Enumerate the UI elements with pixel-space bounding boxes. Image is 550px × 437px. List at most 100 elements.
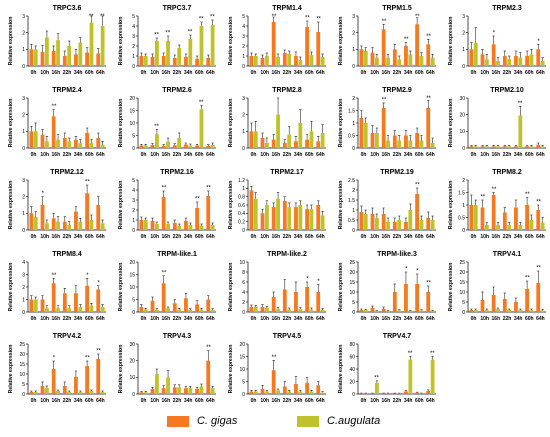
panel-trpm2-8: TRPM2.8 0 1 2 3 Relative expression 0h 10h 16h 22… [228, 87, 326, 158]
x-tick-label: 64h [206, 70, 215, 76]
x-tick-label: 10h [480, 152, 489, 158]
y-tick-label: 2 [132, 208, 135, 214]
bar-caugulata [496, 146, 500, 148]
x-tick-label: 34h [294, 152, 303, 158]
x-tick-label: 64h [96, 70, 105, 76]
x-tick-label: 22h [393, 70, 402, 76]
y-tick-label: 20 [19, 352, 25, 358]
panel-trpv4-7: TRPV4.7 0 20 40 60 80 Relative expression 0h 10h… [338, 333, 436, 404]
bar-caugulata [320, 310, 325, 312]
bar-cgigas [40, 299, 45, 312]
bar-caugulata [375, 133, 379, 148]
x-tick-label: 22h [393, 234, 402, 240]
bar-cgigas [392, 393, 397, 394]
significance-marker: ** [430, 351, 435, 357]
y-tick-label: 3 [242, 34, 245, 40]
bar-cgigas [282, 289, 287, 312]
bar-cgigas [139, 392, 144, 394]
y-axis-label: Relative expression [228, 263, 234, 312]
x-tick-label: 16h [52, 398, 61, 404]
bar-cgigas [316, 32, 321, 66]
bar-caugulata [386, 311, 390, 312]
bar-cgigas [316, 385, 321, 394]
y-tick-label: 1 [22, 129, 25, 135]
y-tick-label: 0.4 [238, 211, 245, 217]
bar-caugulata [363, 393, 368, 394]
bar-caugulata [397, 310, 402, 312]
bar-caugulata [143, 392, 148, 394]
bar-cgigas [480, 207, 485, 230]
bar-cgigas [282, 143, 287, 148]
x-tick-label: 22h [173, 70, 182, 76]
x-tick-label: 22h [393, 152, 402, 158]
bar-cgigas [415, 284, 419, 312]
bar-caugulata [408, 210, 413, 230]
bar-caugulata [188, 310, 193, 312]
y-tick-label: 0 [462, 310, 465, 316]
y-tick-label: 80 [349, 342, 355, 348]
bar-caugulata [540, 61, 545, 66]
y-tick-label: 5 [242, 14, 245, 20]
bar-caugulata [529, 54, 534, 66]
y-axis-label: Relative expression [228, 181, 234, 230]
bar-cgigas [305, 382, 309, 394]
panel-title: TRPV4.3 [163, 333, 192, 340]
bar-caugulata [166, 377, 170, 394]
y-tick-label: 60 [349, 354, 355, 360]
x-tick-label: 60h [85, 234, 94, 240]
bar-caugulata [155, 374, 159, 394]
y-tick-label: 2 [242, 300, 245, 306]
bar-cgigas [502, 299, 507, 312]
x-tick-label: 16h [162, 398, 171, 404]
bar-caugulata [540, 310, 545, 312]
y-axis-label: Relative expression [118, 263, 124, 312]
x-tick-label: 10h [150, 234, 159, 240]
panel-trpm2-9: TRPM2.9 0 0.5 1 1.5 2 Relative expression 0h 10h… [338, 87, 436, 158]
x-tick-label: 22h [283, 316, 292, 322]
x-tick-label: 22h [503, 234, 512, 240]
bar-caugulata [177, 48, 182, 66]
y-tick-label: 0 [352, 146, 355, 152]
bar-cgigas [96, 138, 101, 148]
legend-item-caugulata: C.augulata [297, 415, 380, 427]
x-tick-label: 34h [514, 234, 523, 240]
bar-cgigas [404, 391, 408, 394]
x-tick-label: 64h [206, 398, 215, 404]
x-tick-label: 10h [40, 398, 49, 404]
y-tick-label: 15 [19, 362, 25, 368]
panel-trpm2-19: TRPM2.19 0 0.5 1 1.5 2 2.5 Relative expression 0… [338, 169, 436, 240]
bar-cgigas [161, 145, 166, 148]
bar-cgigas [491, 295, 496, 312]
bar-caugulata [253, 56, 258, 66]
bar-cgigas [480, 54, 485, 66]
bar-caugulata [408, 310, 413, 312]
y-tick-label: 1.2 [238, 178, 245, 184]
significance-marker: * [537, 39, 540, 45]
y-tick-label: 30 [459, 96, 465, 102]
bar-cgigas [536, 210, 541, 230]
y-axis-label: Relative expression [8, 263, 14, 312]
x-tick-label: 16h [382, 316, 391, 322]
bar-cgigas [514, 146, 518, 148]
y-tick-label: 1.5 [348, 108, 355, 114]
bar-cgigas [161, 388, 166, 394]
x-tick-label: 16h [162, 152, 171, 158]
y-tick-label: 0 [462, 146, 465, 152]
x-tick-label: 22h [63, 152, 72, 158]
x-tick-label: 16h [272, 70, 281, 76]
bar-caugulata [507, 310, 512, 312]
bar-caugulata [253, 307, 258, 312]
significance-marker: ** [404, 37, 409, 43]
panel-trpm2-12: TRPM2.12 0 1 2 3 Relative expression 0h 10h * 16h… [8, 169, 106, 240]
y-tick-label: 0 [242, 228, 245, 234]
x-tick-label: 64h [316, 70, 325, 76]
x-tick-label: 60h [305, 70, 314, 76]
bar-cgigas [415, 194, 419, 230]
x-tick-label: 22h [173, 316, 182, 322]
x-tick-label: 60h [305, 316, 314, 322]
bar-cgigas [426, 218, 431, 230]
x-tick-label: 10h [260, 316, 269, 322]
bar-caugulata [89, 22, 94, 67]
y-tick-label: 2 [352, 30, 355, 36]
bar-cgigas [85, 193, 89, 230]
